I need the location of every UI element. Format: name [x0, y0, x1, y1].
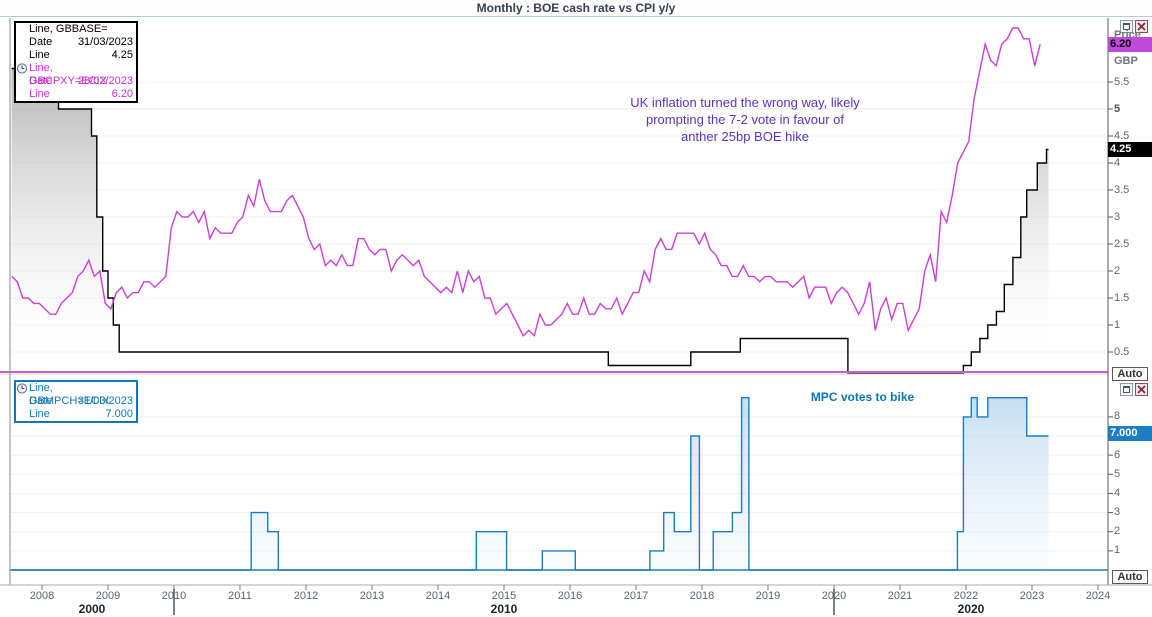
x-year-label: 2019: [755, 590, 781, 602]
base-rate-last-value-badge: 4.25: [1108, 142, 1152, 157]
top-annotation[interactable]: UK inflation turned the wrong way, likel…: [630, 95, 860, 144]
axis-currency-label: GBP: [1114, 55, 1138, 67]
x-year-label: 2017: [623, 590, 649, 602]
legend-series1-date: Date 31/03/2023: [29, 36, 133, 48]
y-tick-label: 5: [1114, 102, 1121, 115]
x-year-label: 2013: [359, 590, 385, 602]
x-year-label: 2015: [491, 590, 517, 602]
y-tick-label: 3.5: [1114, 183, 1130, 196]
y-tick-label: 5.5: [1114, 75, 1130, 88]
x-year-label: 2012: [293, 590, 319, 602]
x-year-label: 2014: [425, 590, 451, 602]
x-decade-label: 2000: [78, 602, 106, 616]
x-decade-label: 2020: [957, 602, 985, 616]
y-tick-label: 6: [1114, 448, 1121, 461]
y-tick-label: 1: [1114, 318, 1121, 331]
y-tick-label: 2.5: [1114, 237, 1130, 250]
cpi-last-value-badge: 6.20: [1108, 37, 1152, 52]
votes-last-value-badge: 7.000: [1108, 426, 1152, 441]
bottom-annotation[interactable]: MPC votes to bike: [810, 390, 915, 404]
y-tick-label: 3: [1114, 506, 1121, 519]
y-tick-label: 2: [1114, 264, 1121, 277]
chart-title: Monthly : BOE cash rate vs CPI y/y: [0, 0, 1152, 17]
x-year-label: 2020: [821, 590, 847, 602]
bottom-panel-window-controls: [1120, 383, 1148, 396]
x-year-label: 2008: [29, 590, 55, 602]
legend-series2-name: Line, GBCPXY=ECIX: [16, 62, 136, 87]
top-auto-scale-button[interactable]: Auto: [1112, 367, 1148, 381]
y-tick-label: 1.5: [1114, 291, 1130, 304]
close-icon[interactable]: [1135, 20, 1148, 33]
legend-series3-date: Date 31/03/2023: [29, 395, 133, 407]
y-tick-label: 2: [1114, 525, 1121, 538]
x-year-label: 2009: [95, 590, 121, 602]
bottom-legend-box[interactable]: Line, GBMPCH=ECIX Date 31/03/2023 Line 7…: [14, 380, 138, 423]
top-panel-window-controls: [1120, 20, 1148, 33]
y-tick-label: 8: [1114, 410, 1121, 423]
y-tick-label: 5: [1114, 467, 1121, 480]
y-tick-label: 3: [1114, 210, 1121, 223]
y-tick-label: 4.5: [1114, 129, 1130, 142]
legend-series1-value: Line 4.25: [29, 49, 133, 61]
x-year-label: 2010: [161, 590, 187, 602]
x-year-label: 2021: [887, 590, 913, 602]
x-year-label: 2018: [689, 590, 715, 602]
x-year-label: 2022: [953, 590, 979, 602]
y-tick-label: 4: [1114, 486, 1121, 499]
restore-icon[interactable]: [1120, 383, 1133, 396]
legend-series3-name: Line, GBMPCH=ECIX: [16, 382, 136, 407]
x-year-label: 2016: [557, 590, 583, 602]
legend-series3-value: Line 7.000: [29, 408, 133, 420]
y-tick-label: 0.5: [1114, 345, 1130, 358]
legend-series1-name: Line, GBBASE=: [29, 23, 108, 35]
legend-series2-date: Date 28/02/2023: [29, 75, 133, 87]
x-decade-label: 2010: [490, 602, 518, 616]
x-year-label: 2024: [1085, 590, 1111, 602]
bottom-auto-scale-button[interactable]: Auto: [1112, 570, 1148, 584]
top-legend-box[interactable]: Line, GBBASE= Date 31/03/2023 Line 4.25 …: [14, 21, 138, 103]
clock-icon: [16, 382, 28, 398]
y-tick-label: 1: [1114, 544, 1121, 557]
x-year-label: 2011: [228, 590, 252, 602]
legend-series2-value: Line 6.20: [29, 88, 133, 100]
restore-icon[interactable]: [1120, 20, 1133, 33]
close-icon[interactable]: [1135, 383, 1148, 396]
clock-icon: [16, 62, 28, 78]
x-year-label: 2023: [1019, 590, 1045, 602]
y-tick-label: 4: [1114, 156, 1121, 169]
